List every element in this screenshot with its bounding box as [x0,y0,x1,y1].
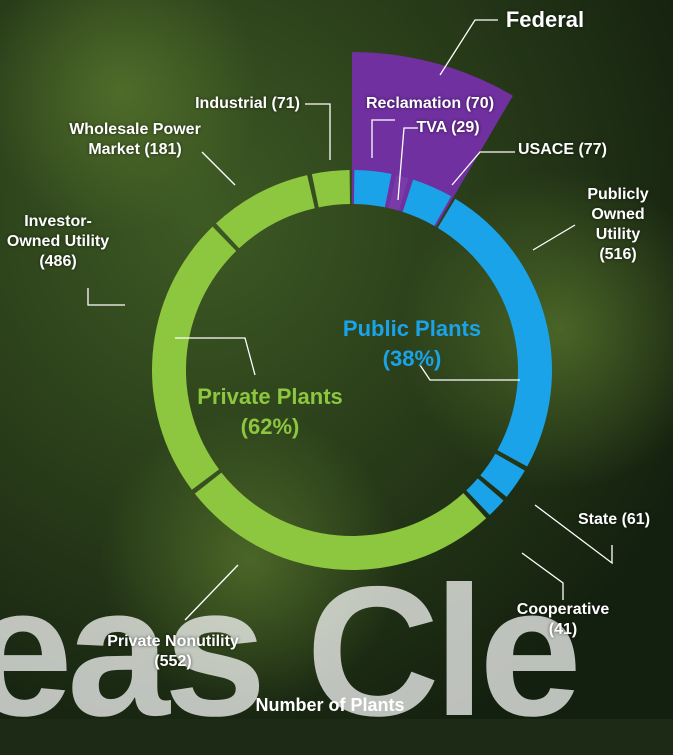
segment-label: Industrial (71) [195,94,300,114]
segment-label: Private Nonutility (552) [107,632,239,672]
segment-label: State (61) [578,510,650,530]
page: {"chart_data": {"type": "donut", "title"… [0,0,673,719]
donut-segment [354,170,392,207]
segment-label: Reclamation (70) [366,94,494,114]
segment-label: Publicly Owned Utility (516) [587,185,648,265]
group-label: Private Plants (62%) [197,382,343,442]
chart-title: Number of Plants [255,695,404,716]
background-text: eas Cle [0,560,576,745]
group-label: Public Plants (38%) [343,314,481,374]
segment-label: Investor- Owned Utility (486) [7,212,109,272]
segment-label: USACE (77) [518,140,607,160]
segment-label: Cooperative (41) [517,600,609,640]
segment-label: Wholesale Power Market (181) [69,120,201,160]
federal-label: Federal [506,6,584,34]
segment-label: TVA (29) [416,118,479,138]
donut-segment [312,170,350,207]
